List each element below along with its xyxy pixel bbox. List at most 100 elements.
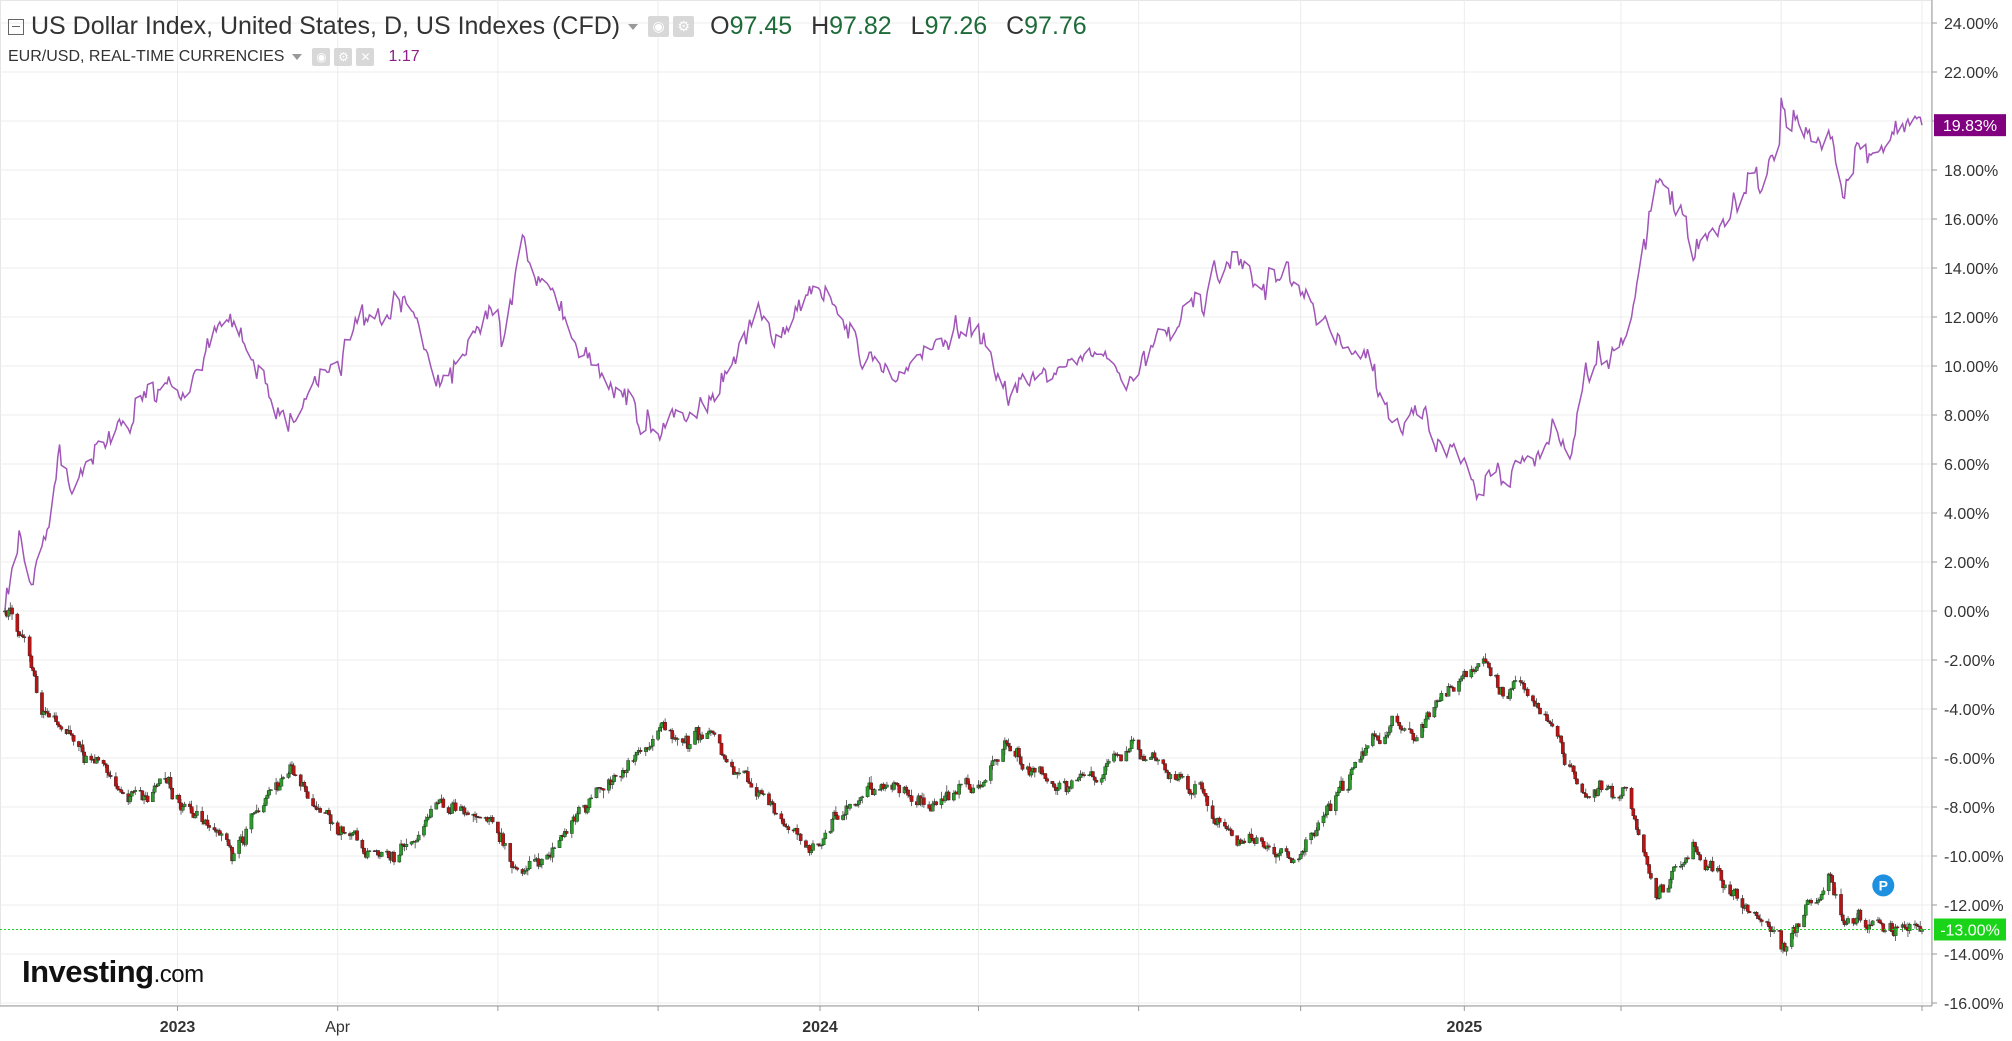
- candle-body: [59, 726, 64, 730]
- candle-body: [1610, 785, 1614, 798]
- candle-body: [830, 818, 835, 832]
- candle-body: [577, 807, 581, 815]
- candle-body: [1839, 894, 1843, 916]
- candle-body: [638, 750, 643, 752]
- y-tick-label: 0.00%: [1944, 604, 1989, 621]
- candle-body: [1483, 658, 1488, 662]
- candle-body: [1612, 796, 1616, 799]
- candle-body: [386, 850, 391, 859]
- eye-icon[interactable]: ◉: [648, 16, 670, 37]
- candle-body: [1451, 687, 1456, 692]
- candle-body: [959, 783, 963, 786]
- candle-body: [1254, 837, 1259, 844]
- candle-body: [1550, 723, 1555, 727]
- candle-body: [624, 770, 629, 773]
- candle-body: [1754, 912, 1759, 916]
- chevron-down-icon[interactable]: [628, 23, 639, 30]
- candle-body: [473, 814, 477, 817]
- candle-body: [327, 810, 331, 815]
- candle-body: [114, 776, 118, 787]
- candle-body: [1631, 808, 1636, 816]
- candle-body: [1069, 780, 1074, 789]
- candle-body: [1694, 846, 1699, 853]
- y-tick-label: 18.00%: [1944, 163, 1998, 180]
- candle-body: [1029, 771, 1034, 776]
- candle-body: [635, 752, 639, 756]
- candle-body: [983, 780, 988, 783]
- candle-body: [180, 806, 185, 811]
- candle-body: [1279, 848, 1284, 854]
- candle-body: [401, 843, 405, 846]
- candle-body: [856, 800, 861, 805]
- candle-body: [1224, 825, 1229, 830]
- x-tick-label: 2024: [802, 1019, 838, 1036]
- candle-body: [1200, 782, 1204, 790]
- candle-body: [1457, 681, 1461, 692]
- candle-body: [656, 730, 660, 740]
- candle-body: [466, 812, 470, 815]
- candle-body: [663, 722, 667, 731]
- candle-body: [1161, 759, 1166, 764]
- candle-body: [342, 832, 347, 834]
- chevron-down-icon[interactable]: [292, 54, 303, 60]
- candle-body: [376, 850, 380, 856]
- candle-body: [56, 721, 60, 726]
- candle-body: [1383, 736, 1387, 744]
- dxy-candles: [3, 602, 1924, 956]
- candle-body: [647, 746, 652, 750]
- candle-body: [1186, 776, 1190, 790]
- candle-body: [1260, 837, 1264, 842]
- candle-body: [1057, 782, 1062, 790]
- candle-body: [1052, 783, 1056, 788]
- candle-body: [1851, 918, 1856, 924]
- candle-body: [1796, 923, 1801, 927]
- overlay: 19.83% -13.00% P: [0, 114, 2006, 941]
- candle-body: [1525, 688, 1530, 696]
- candle-body: [1840, 914, 1845, 922]
- secondary-series-title[interactable]: EUR/USD, REAL-TIME CURRENCIES: [8, 48, 285, 65]
- gear-icon[interactable]: ⚙: [673, 16, 695, 37]
- eye-icon[interactable]: ◉: [312, 48, 331, 66]
- candle-body: [1136, 739, 1141, 750]
- candle-body: [946, 791, 951, 801]
- candle-body: [1205, 795, 1210, 806]
- candle-body: [872, 789, 877, 795]
- candle-body: [1349, 768, 1354, 776]
- dxy-last-badge-bg: [1934, 918, 2006, 941]
- candle-body: [1284, 848, 1289, 852]
- candle-body: [1671, 866, 1676, 872]
- candle-body: [1399, 725, 1403, 730]
- candle-body: [1802, 915, 1806, 927]
- candle-body: [45, 711, 50, 714]
- candle-body: [587, 798, 592, 808]
- y-tick-label: -4.00%: [1944, 702, 1995, 719]
- candle-body: [1488, 667, 1493, 676]
- collapse-icon[interactable]: [8, 18, 24, 35]
- candle-body: [490, 817, 495, 823]
- candle-body: [47, 713, 51, 718]
- dxy-last-badge: -13.00%: [1940, 923, 2000, 940]
- candle-body: [1636, 829, 1641, 836]
- candle-body: [1337, 787, 1342, 793]
- main-series-title[interactable]: US Dollar Index, United States, D, US In…: [31, 12, 621, 40]
- candle-body: [237, 840, 241, 854]
- candle-body: [1378, 740, 1382, 744]
- annotation-marker[interactable]: [1872, 874, 1895, 897]
- candle-body: [1272, 847, 1276, 855]
- candle-body: [244, 828, 248, 845]
- candle-body: [10, 607, 14, 615]
- gear-icon[interactable]: ⚙: [334, 48, 353, 66]
- candle-body: [1855, 917, 1859, 924]
- candle-body: [1092, 776, 1097, 781]
- candle-body: [774, 812, 778, 815]
- candle-body: [249, 813, 254, 830]
- candle-body: [1522, 683, 1526, 690]
- candle-body: [1666, 887, 1671, 893]
- close-icon[interactable]: ✕: [356, 48, 375, 66]
- candle-body: [399, 843, 403, 856]
- candle-body: [1731, 889, 1736, 897]
- candle-body: [232, 853, 236, 862]
- candle-body: [1536, 703, 1541, 709]
- candle-body: [680, 738, 685, 743]
